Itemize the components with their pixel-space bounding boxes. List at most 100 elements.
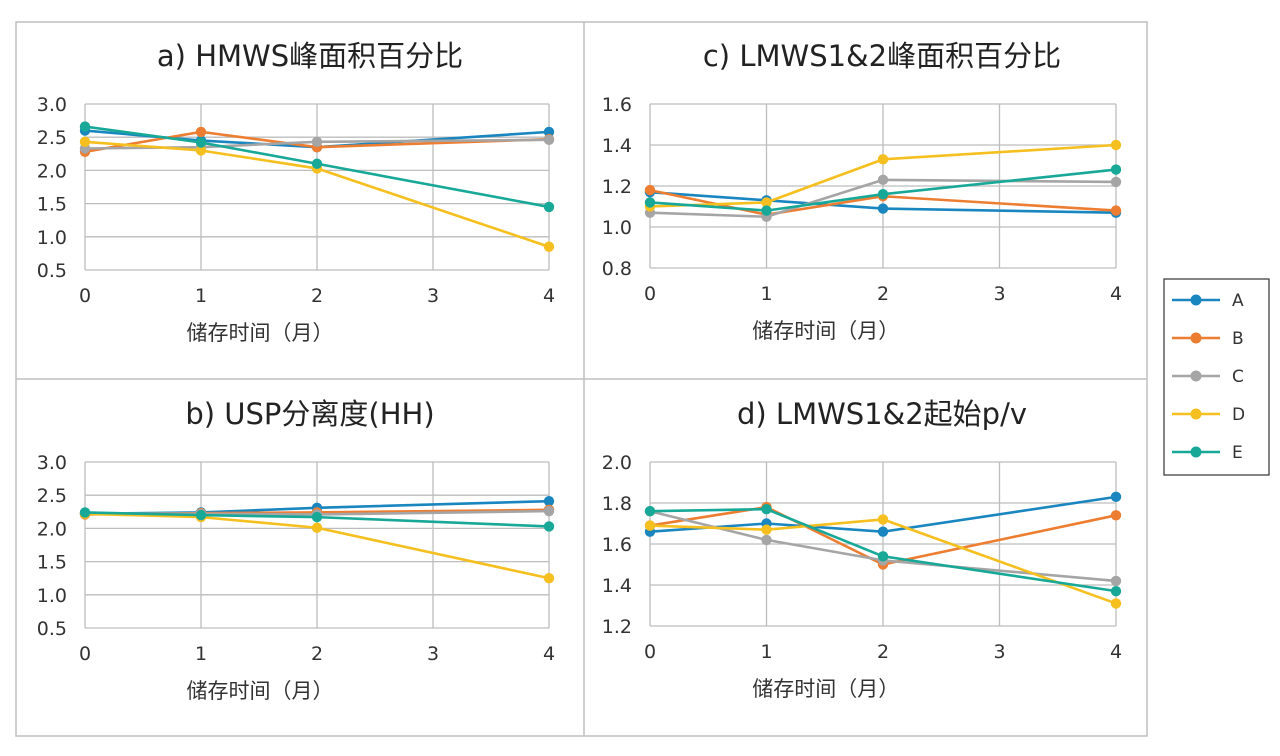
data-point-E <box>1110 585 1122 597</box>
data-point-D <box>877 514 889 525</box>
x-tick-label: 2 <box>877 283 889 305</box>
data-point-A <box>1110 491 1122 503</box>
data-point-C <box>543 505 555 517</box>
y-tick-label: 1.0 <box>37 585 67 607</box>
data-point-E <box>79 121 91 132</box>
y-tick-label: 1.8 <box>602 493 632 515</box>
data-point-D <box>311 522 323 533</box>
x-tick-label: 0 <box>79 285 91 307</box>
series-line-D <box>649 518 1117 605</box>
chart-panel-b: b) USP分离度(HH) 0.5 1.0 1.5 2.0 2.5 3.0 0 1 2 3 4 储存时间… <box>37 397 555 703</box>
data-point-E <box>877 189 889 200</box>
data-point-D <box>1110 139 1122 151</box>
x-axis-label: 储存时间（月） <box>187 679 334 703</box>
x-tick-label: 3 <box>427 643 439 665</box>
data-point-E <box>543 201 555 213</box>
x-tick-label: 4 <box>543 643 555 665</box>
y-tick-label: 1.0 <box>602 217 632 239</box>
y-tick-label: 1.4 <box>602 575 632 597</box>
data-point-E <box>79 507 91 518</box>
y-tick-label: 2.0 <box>602 452 632 474</box>
y-tick-label: 1.2 <box>602 616 632 638</box>
y-tick-label: 1.4 <box>602 135 632 157</box>
series-line-E <box>84 125 550 209</box>
chart-title: a) HMWS峰面积百分比 <box>157 39 463 73</box>
y-tick-label: 0.5 <box>37 618 67 640</box>
series-line-E <box>649 168 1117 212</box>
x-tick-label: 0 <box>79 643 91 665</box>
data-point-D <box>761 524 772 535</box>
x-tick-label: 2 <box>311 643 323 665</box>
x-tick-label: 0 <box>644 283 656 305</box>
data-point-A <box>543 126 555 138</box>
x-tick-label: 3 <box>993 641 1005 663</box>
series-line-E <box>84 511 550 528</box>
y-tick-label: 2.5 <box>37 485 67 507</box>
y-tick-label: 2.0 <box>37 160 67 182</box>
y-tick-label: 1.6 <box>602 94 632 116</box>
chart-panel-a: a) HMWS峰面积百分比 0.5 1.0 1.5 2.0 2.5 3.0 0 1 2 3 4 储存时间… <box>37 39 555 345</box>
legend-label-B: B <box>1232 329 1244 349</box>
series-line-D <box>84 512 550 580</box>
data-point-D <box>644 520 656 531</box>
x-tick-label: 2 <box>877 641 889 663</box>
data-point-C <box>761 534 772 546</box>
x-tick-label: 4 <box>1110 283 1122 305</box>
data-point-D <box>543 573 555 584</box>
data-point-D <box>877 154 889 165</box>
y-tick-label: 1.5 <box>37 552 67 574</box>
data-point-D <box>1110 598 1122 609</box>
x-axis-label: 储存时间（月） <box>187 321 334 345</box>
data-point-E <box>311 511 323 523</box>
x-tick-label: 1 <box>195 285 207 307</box>
x-axis-label: 储存时间（月） <box>752 677 899 701</box>
x-tick-label: 1 <box>760 283 772 305</box>
data-point-E <box>195 137 207 148</box>
data-point-D <box>543 241 555 252</box>
data-point-E <box>543 521 555 532</box>
data-point-A <box>543 495 555 507</box>
chart-title: c) LMWS1&2峰面积百分比 <box>703 39 1061 73</box>
legend-swatch-marker-C <box>1190 370 1202 382</box>
legend-label-E: E <box>1232 443 1243 463</box>
data-point-E <box>1110 164 1122 175</box>
data-point-B <box>1110 205 1122 216</box>
legend-swatch-marker-D <box>1190 408 1202 420</box>
data-point-A <box>877 526 889 537</box>
y-tick-label: 1.2 <box>602 176 632 198</box>
x-tick-label: 1 <box>760 641 772 663</box>
y-tick-label: 3.0 <box>37 94 67 116</box>
data-point-B <box>195 126 207 138</box>
data-point-D <box>79 136 91 148</box>
data-point-C <box>543 134 555 146</box>
series-line-B <box>84 130 550 154</box>
chart-panel-d: d) LMWS1&2起始p/v 1.2 1.4 1.6 1.8 2.0 0 1 2 3 4 储存时间（… <box>602 397 1122 701</box>
data-point-D <box>761 197 772 208</box>
data-point-E <box>644 506 656 517</box>
data-point-E <box>644 197 656 208</box>
series-line-E <box>649 507 1117 593</box>
data-point-E <box>761 205 772 216</box>
data-point-D <box>195 145 207 156</box>
data-point-A <box>877 203 889 214</box>
legend-swatch-marker-E <box>1190 446 1202 458</box>
data-point-E <box>195 509 207 521</box>
series-line-B <box>649 188 1117 216</box>
data-point-C <box>1110 176 1122 188</box>
x-tick-label: 3 <box>427 285 439 307</box>
data-point-C <box>311 136 323 148</box>
y-tick-label: 2.0 <box>37 518 67 540</box>
x-tick-label: 1 <box>195 643 207 665</box>
series-line-C <box>84 138 550 150</box>
legend-label-C: C <box>1232 367 1244 387</box>
legend-label-D: D <box>1232 405 1245 425</box>
data-point-E <box>311 158 323 169</box>
data-point-E <box>761 503 772 515</box>
y-tick-label: 1.0 <box>37 227 67 249</box>
series-line-D <box>84 140 550 248</box>
data-point-C <box>1110 575 1122 587</box>
x-tick-label: 4 <box>1110 641 1122 663</box>
series-line-B <box>649 505 1117 566</box>
